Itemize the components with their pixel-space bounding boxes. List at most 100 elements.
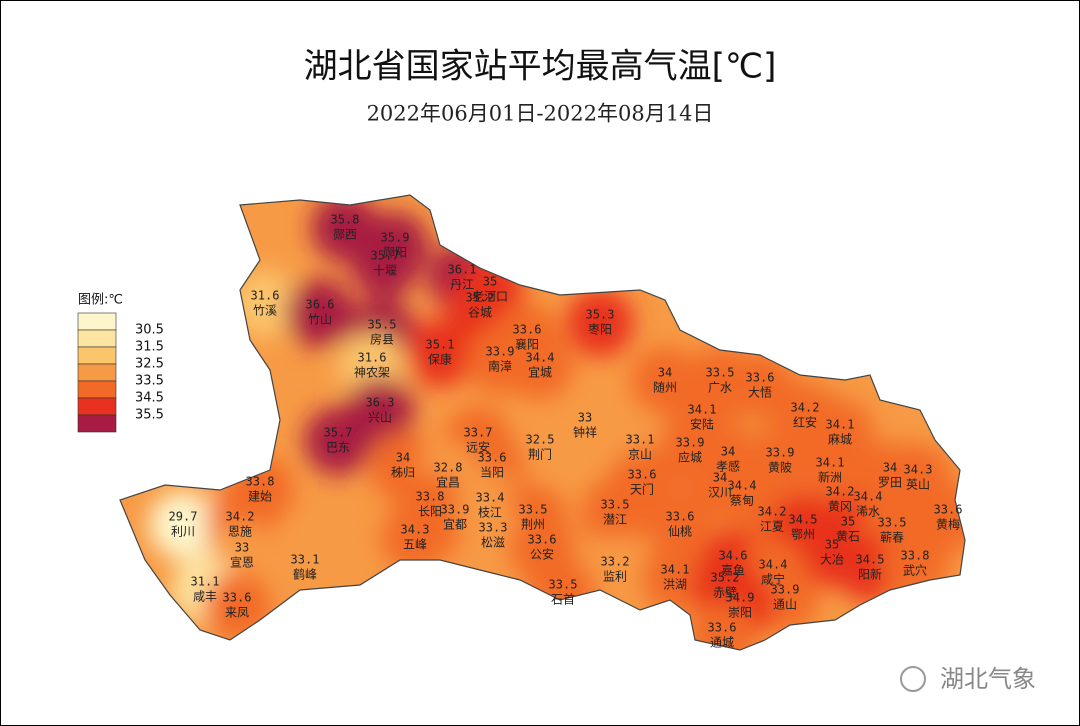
station-name: 郧西 — [333, 228, 357, 242]
station-name: 咸宁 — [761, 572, 785, 587]
station-value: 34.3 — [904, 463, 933, 477]
station-value: 32.5 — [526, 433, 555, 447]
station-name: 荆州 — [521, 518, 545, 532]
station-name: 恩施 — [228, 525, 252, 539]
station-name: 宜都 — [443, 517, 467, 532]
temperature-cell — [646, 491, 714, 559]
station-value: 35.3 — [586, 308, 615, 322]
legend-swatch — [77, 397, 117, 416]
station-name: 宜昌 — [436, 475, 460, 490]
station-value: 34.1 — [661, 563, 690, 577]
title: 湖北省国家站平均最高气温[℃] — [304, 47, 777, 87]
station-value: 33.9 — [676, 436, 705, 450]
station-value: 35 — [825, 538, 839, 552]
station-value: 35.1 — [426, 338, 455, 352]
station-value: 34.5 — [856, 553, 885, 567]
station-value: 34.5 — [789, 513, 818, 527]
station-name: 黄石 — [836, 530, 860, 544]
station-name: 建始 — [248, 490, 272, 504]
temperature-cell — [581, 536, 649, 604]
station-name: 孝感 — [716, 459, 740, 474]
station-value: 34.2 — [758, 505, 787, 519]
temperature-cell — [688, 602, 756, 650]
station-name: 枣阳 — [588, 323, 612, 337]
station-name: 新洲 — [818, 470, 842, 485]
station-value: 34.1 — [688, 403, 717, 417]
station-value: 35 — [483, 275, 497, 289]
station-value: 35.5 — [368, 318, 397, 332]
station-value: 33.6 — [708, 621, 737, 635]
legend-swatch — [77, 312, 117, 331]
station-name: 公安 — [530, 547, 554, 562]
legend-label: 30.5 — [135, 323, 164, 338]
station-value: 34 — [658, 366, 672, 380]
station-value: 35.2 — [466, 291, 495, 305]
station-value: 32.8 — [434, 461, 463, 475]
station-name: 十堰 — [373, 264, 397, 278]
station-value: 31.1 — [191, 575, 220, 589]
temperature-cell — [381, 504, 449, 572]
temperature-cell — [286, 279, 354, 347]
station-value: 33.5 — [601, 498, 630, 512]
station-name: 安陆 — [690, 417, 714, 432]
station-value: 34.6 — [719, 549, 748, 563]
station-value: 33.5 — [549, 578, 578, 592]
station-name: 房县 — [370, 332, 394, 347]
station-value: 33.2 — [601, 555, 630, 569]
station-name: 武穴 — [903, 563, 927, 578]
legend-swatch — [77, 329, 117, 348]
station-value: 34.4 — [526, 351, 555, 365]
station-name: 江夏 — [760, 520, 784, 534]
subtitle: 2022年06月01日-2022年08月14日 — [367, 102, 714, 126]
station-value: 33.6 — [666, 510, 695, 524]
station-value: 33.4 — [476, 491, 505, 505]
station-name: 竹溪 — [253, 304, 277, 318]
station-value: 34.2 — [226, 510, 255, 524]
station-value: 33.3 — [479, 521, 508, 535]
province-outline — [119, 194, 966, 651]
station-name: 洪湖 — [663, 577, 687, 592]
station-value: 33.9 — [441, 503, 470, 517]
station-value: 35.8 — [331, 213, 360, 227]
legend-label: 34.5 — [135, 391, 164, 406]
station-name: 巴东 — [326, 441, 350, 455]
station-name: 老河口 — [472, 290, 508, 304]
station-name: 通山 — [773, 598, 797, 612]
station-value: 35.9 — [381, 231, 410, 245]
station-value: 34.2 — [791, 401, 820, 415]
temperature-field — [149, 195, 965, 650]
station-value: 33.7 — [464, 426, 493, 440]
legend: 30.5 31.5 32.5 33.5 34.5 35.5 — [77, 312, 164, 433]
station-value: 33.5 — [878, 516, 907, 530]
station-name: 竹山 — [308, 313, 332, 327]
station-value: 33.1 — [626, 433, 655, 447]
station-value: 36.6 — [306, 298, 335, 312]
station-value: 33.9 — [771, 583, 800, 597]
station-name: 来凤 — [225, 606, 249, 620]
station-value: 35 — [841, 515, 855, 529]
station-value: 33.6 — [746, 371, 775, 385]
station-value: 33.6 — [478, 451, 507, 465]
station-value: 33.6 — [223, 591, 252, 605]
station-value: 34.2 — [826, 485, 855, 499]
temperature-cell — [231, 270, 299, 338]
station-value: 34.4 — [759, 558, 788, 572]
station-value: 33.6 — [528, 533, 557, 547]
station-name: 潜江 — [603, 513, 627, 527]
station-name: 监利 — [603, 570, 627, 584]
wechat-icon — [900, 666, 926, 692]
temperature-cell — [581, 479, 649, 547]
station-name: 京山 — [628, 448, 652, 462]
station-value: 34.3 — [401, 523, 430, 537]
station-name: 广水 — [708, 381, 732, 395]
legend-swatch — [77, 363, 117, 382]
station-value: 33 — [578, 411, 592, 425]
station-name: 鹤峰 — [293, 567, 317, 582]
station-name: 随州 — [653, 380, 677, 395]
station-name: 长阳 — [418, 505, 442, 519]
station-name: 宜城 — [528, 365, 552, 380]
temperature-cell — [351, 230, 419, 298]
legend-label: 32.5 — [135, 357, 164, 372]
